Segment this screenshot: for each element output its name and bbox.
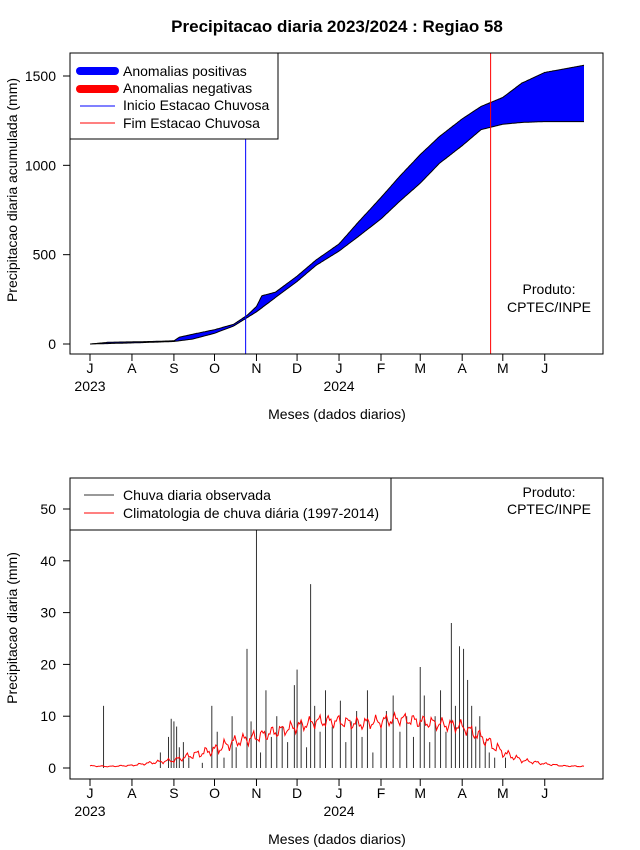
climatology-line: [89, 710, 585, 768]
x-axis-label-2: Meses (dados diarios): [268, 831, 406, 847]
c0-y-tick-label-2: 1000: [25, 157, 56, 173]
c0-y-tick-label-3: 1500: [25, 68, 56, 84]
c1-x-tick-label-7: F: [377, 785, 386, 801]
climatology-daily-line: [89, 710, 585, 768]
c0-x-tick-label-2: S: [169, 360, 178, 376]
product-label: Produto:: [523, 281, 576, 297]
plot-frame: [69, 52, 604, 355]
legend-label-climatology: Climatologia de chuva diária (1997-2014): [123, 505, 379, 521]
c1-x-tick-label-10: M: [497, 785, 509, 801]
legend-label-inicio: Inicio Estacao Chuvosa: [123, 97, 270, 113]
c1-y-tick-label-3: 30: [40, 605, 56, 621]
product-label-2: Produto:: [523, 484, 576, 500]
c1-year-label-1: 2024: [323, 803, 354, 819]
c1-y-tick-label-1: 10: [40, 708, 56, 724]
legend-label-negative: Anomalias negativas: [123, 80, 252, 96]
c0-x-tick-label-6: J: [336, 360, 343, 376]
daily-chart: J A S O N D J F M A M J 2023 2024 0 10 20 30 40 50 Meses (…: [4, 477, 604, 847]
c1-x-tick-label-2: S: [169, 785, 178, 801]
legend-box-2: [69, 477, 392, 531]
y-axis-label-2: Precipitacao diaria (mm): [4, 552, 20, 704]
c0-x-tick-label-1: A: [127, 360, 137, 376]
y-axis-2: 0 10 20 30 40 50: [40, 501, 70, 776]
anomaly-areas: [90, 65, 584, 345]
c1-x-tick-label-4: N: [251, 785, 261, 801]
daily-bars: [103, 524, 507, 768]
legend-label-observed: Chuva diaria observada: [123, 487, 271, 503]
c1-x-tick-label-3: O: [209, 785, 220, 801]
c0-x-tick-label-5: D: [292, 360, 302, 376]
c0-x-tick-label-11: J: [541, 360, 548, 376]
c1-y-tick-label-5: 50: [40, 501, 56, 517]
c1-x-tick-label-6: J: [336, 785, 343, 801]
climatology-accumulated-line: [90, 121, 584, 345]
chart-title: Precipitacao diaria 2023/2024 : Regiao 5…: [171, 17, 503, 36]
c0-year-label-1: 2024: [323, 378, 354, 394]
c0-x-tick-label-4: N: [251, 360, 261, 376]
y-axis-label: Precipitacao diaria acumulada (mm): [4, 78, 20, 302]
product-source-2: CPTEC/INPE: [507, 501, 591, 517]
c1-x-tick-label-8: M: [414, 785, 426, 801]
c1-x-tick-label-9: A: [458, 785, 468, 801]
y-axis: 0 500 1000 1500: [25, 68, 70, 352]
x-axis-label: Meses (dados diarios): [268, 406, 406, 422]
c1-x-tick-label-5: D: [292, 785, 302, 801]
c1-x-tick-label-0: J: [87, 785, 94, 801]
c0-year-label-0: 2023: [74, 378, 105, 394]
legend-label-fim: Fim Estacao Chuvosa: [123, 115, 260, 131]
c1-y-tick-label-0: 0: [48, 760, 56, 776]
legend-label-positive: Anomalias positivas: [123, 63, 247, 79]
c0-x-tick-label-0: J: [87, 360, 94, 376]
c0-x-tick-label-9: A: [458, 360, 468, 376]
c1-y-tick-label-4: 40: [40, 553, 56, 569]
c0-y-tick-label-0: 0: [48, 336, 56, 352]
c0-y-tick-label-1: 500: [33, 247, 57, 263]
c0-x-tick-label-10: M: [497, 360, 509, 376]
c1-year-label-0: 2023: [74, 803, 105, 819]
observed-accumulated-line: [89, 64, 585, 345]
product-source: CPTEC/INPE: [507, 299, 591, 315]
c1-x-tick-label-11: J: [541, 785, 548, 801]
positive-anomaly-area: [90, 65, 584, 345]
x-axis: J A S O N D J F M A M J 2023 2024: [74, 354, 548, 394]
accumulated-chart: Precipitacao diaria 2023/2024 : Regiao 5…: [4, 17, 604, 422]
c0-x-tick-label-8: M: [414, 360, 426, 376]
c0-x-tick-label-7: F: [377, 360, 386, 376]
x-axis-2: J A S O N D J F M A M J 2023 2024: [74, 779, 548, 819]
accumulated-lines: [89, 64, 585, 345]
c0-x-tick-label-3: O: [209, 360, 220, 376]
c1-x-tick-label-1: A: [127, 785, 137, 801]
c1-y-tick-label-2: 20: [40, 656, 56, 672]
legend: Anomalias positivas Anomalias negativas …: [69, 52, 279, 140]
legend-2: Chuva diaria observada Climatologia de c…: [69, 477, 392, 531]
